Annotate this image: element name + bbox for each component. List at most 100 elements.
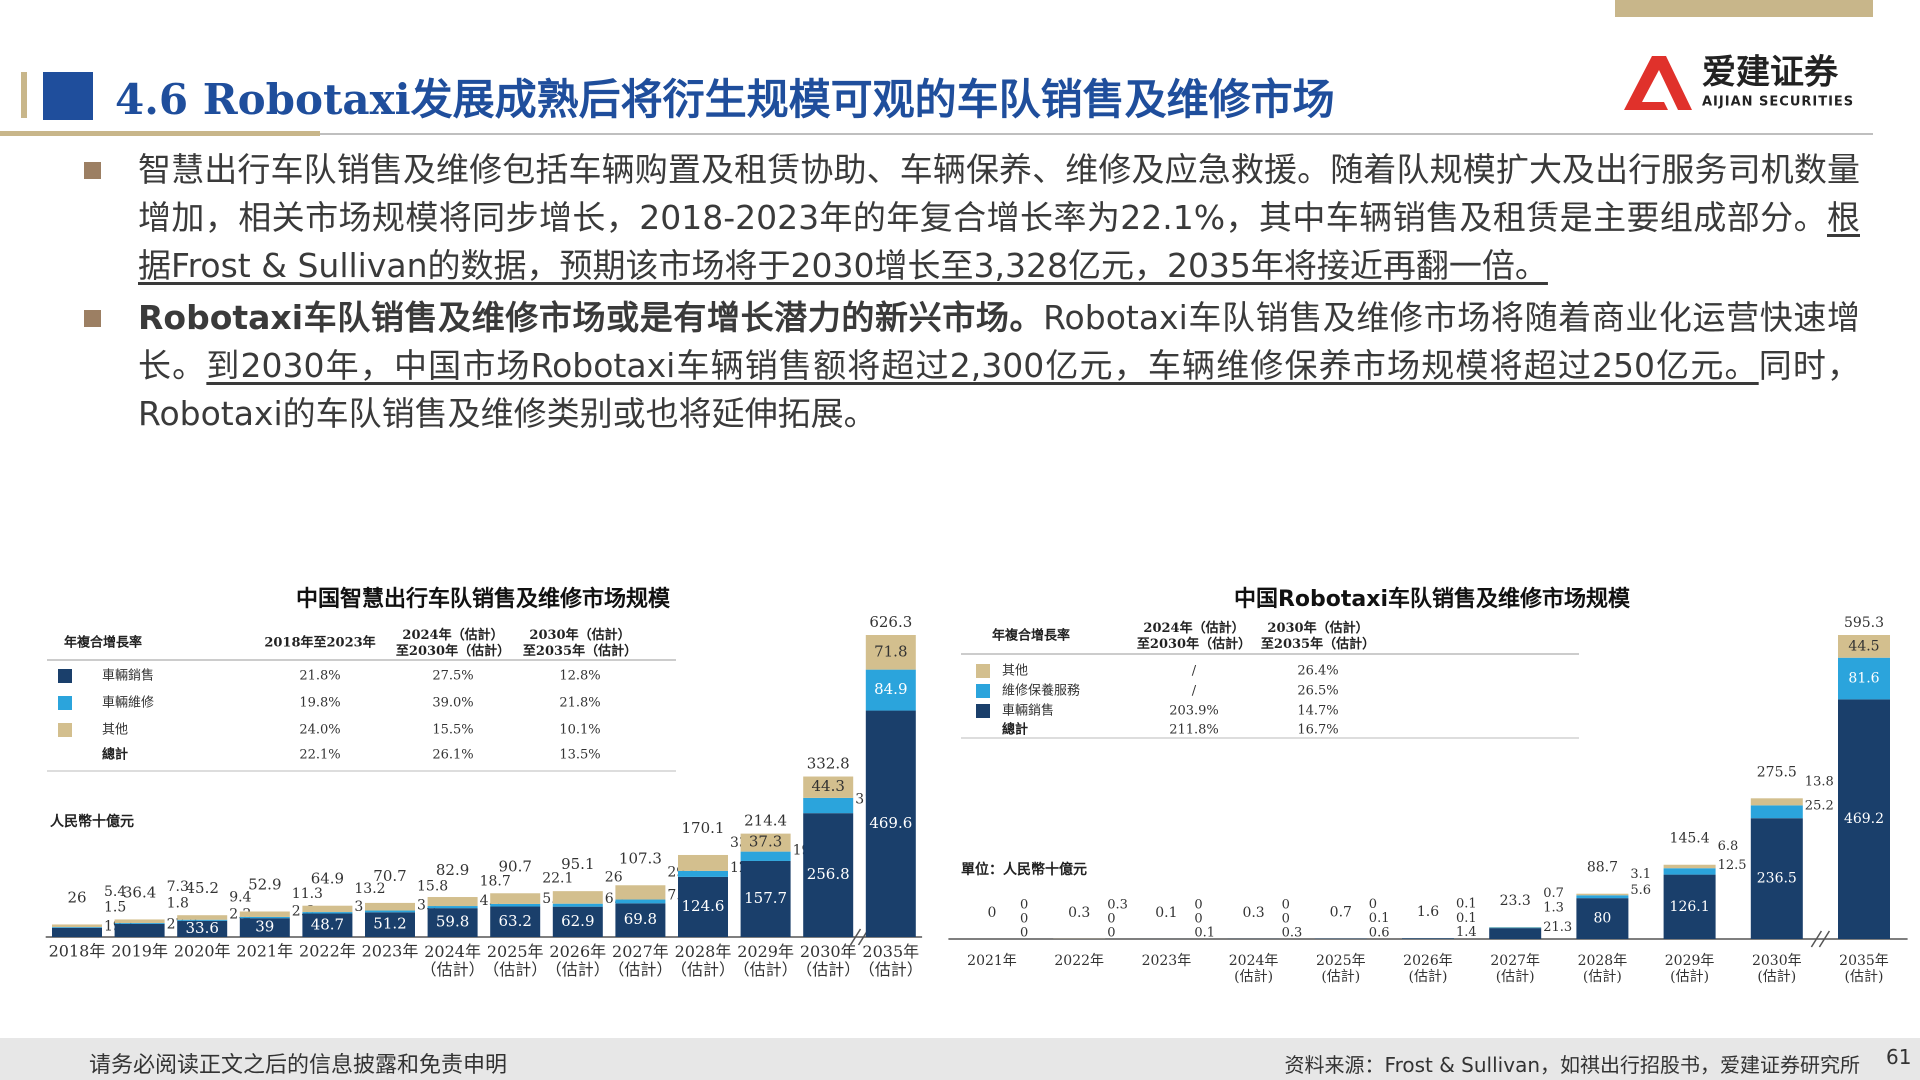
data-label: 0 xyxy=(1282,897,1290,912)
x-tick-label: 2030年(估計) xyxy=(1752,953,1802,985)
data-label: 25.2 xyxy=(1805,798,1834,813)
legend-label: 維修保養服務 xyxy=(1002,683,1080,699)
data-label: 1.5 xyxy=(104,899,126,915)
bullet-text: Robotaxi车队销售及维修市场将随着商业化运营快速增长。 xyxy=(138,298,1860,385)
bar-segment xyxy=(177,920,228,937)
bar-segment xyxy=(1838,657,1890,700)
x-tick-label: 2030年（估計） xyxy=(796,942,860,979)
data-label: 7.3 xyxy=(167,879,189,895)
x-tick-label: 2028年(估計) xyxy=(1578,953,1628,985)
top-bar xyxy=(1615,0,1873,17)
title-block xyxy=(43,72,93,120)
x-tick-label: 2021年 xyxy=(236,942,293,961)
total-label: 170.1 xyxy=(682,819,725,837)
bar-segment xyxy=(1402,938,1454,939)
bar-segment xyxy=(615,903,666,937)
bullet: Robotaxi车队销售及维修市场或是有增长潜力的新兴市场。Robotaxi车队… xyxy=(84,294,1860,438)
table-total-name: 總計 xyxy=(102,747,128,763)
legend-swatch xyxy=(976,664,990,678)
x-tick-label: 2026年（估計） xyxy=(546,942,610,979)
x-tick-label: 2018年 xyxy=(49,942,106,961)
legend-label: 其他 xyxy=(1002,664,1028,679)
table-header: 2030年（估計）至2035年（估計） xyxy=(523,627,637,659)
disclaimer: 请务必阅读正文之后的信息披露和免责申明 xyxy=(89,1053,508,1078)
bullet-text: 智慧出行车队销售及维修包括车辆购置及租赁协助、车辆保养、维修及应急救援。随着队规… xyxy=(138,150,1860,237)
bar-segment xyxy=(1750,805,1803,819)
data-label: 0.3 xyxy=(1107,897,1128,912)
bar-segment xyxy=(678,870,728,877)
axis-break xyxy=(849,928,862,946)
data-label: 0 xyxy=(1194,897,1202,912)
data-label: 44.5 xyxy=(1848,638,1879,654)
total-label: 275.5 xyxy=(1757,764,1797,780)
bar-segment xyxy=(1576,898,1629,939)
table-cell: 12.8% xyxy=(559,669,600,684)
bar-segment xyxy=(239,918,290,937)
total-label: 23.3 xyxy=(1500,893,1531,909)
bar-segment xyxy=(552,891,603,904)
data-label: 0 xyxy=(1369,897,1377,912)
total-label: 0 xyxy=(988,905,997,921)
x-tick-label: 2021年 xyxy=(967,953,1017,969)
source: 资料来源：Frost & Sullivan，如祺出行招股书，爱建证券研究所 xyxy=(1284,1053,1860,1077)
legend-swatch xyxy=(976,684,990,698)
legend-label: 車輛銷售 xyxy=(102,668,154,684)
unit-label: 單位：人民幣十億元 xyxy=(961,861,1087,878)
bar-segment xyxy=(740,851,791,861)
table-cell: 26.5% xyxy=(1297,684,1338,699)
bar-segment xyxy=(678,876,728,937)
table-header: 2024年（估計）至2030年（估計） xyxy=(1137,620,1251,652)
legend-label: 其他 xyxy=(102,723,128,738)
data-label: 26 xyxy=(605,869,623,885)
bar-segment xyxy=(239,916,290,919)
x-tick-label: 2022年 xyxy=(299,942,356,961)
axis-break xyxy=(1810,930,1823,948)
data-label: 81.6 xyxy=(1848,671,1879,687)
total-label: 1.6 xyxy=(1417,904,1439,920)
bar-segment xyxy=(114,919,165,923)
data-label: 5.4 xyxy=(104,884,126,900)
total-label: 214.4 xyxy=(744,812,787,830)
data-label: 12.5 xyxy=(1718,858,1747,873)
data-label: 0.1 xyxy=(1369,911,1390,926)
table-cell: 22.1% xyxy=(299,748,340,763)
x-tick-label: 2026年(估計) xyxy=(1403,953,1453,985)
table-cell: / xyxy=(1192,684,1197,699)
bar-segment xyxy=(114,923,165,937)
data-label: 13.8 xyxy=(1805,774,1834,789)
x-tick-label: 2020年 xyxy=(174,942,231,961)
footer-band xyxy=(0,1038,1920,1080)
table-header: 2018年至2023年 xyxy=(264,635,375,651)
legend-swatch xyxy=(58,669,72,683)
x-tick-label: 2025年（估計） xyxy=(483,942,547,979)
legend-swatch xyxy=(58,696,72,710)
data-label: 3.1 xyxy=(1630,867,1651,882)
legend-label: 車輛銷售 xyxy=(1002,703,1054,719)
bar-segment xyxy=(52,924,102,928)
table-cell: / xyxy=(1192,664,1197,679)
bar-segment xyxy=(1750,798,1803,806)
bar-segment xyxy=(1838,699,1890,939)
unit-label: 人民幣十億元 xyxy=(50,813,134,830)
rule xyxy=(320,133,1873,135)
data-label: 51.2 xyxy=(373,915,406,933)
x-tick-label: 2022年 xyxy=(1054,953,1104,969)
data-label: 0.3 xyxy=(1282,925,1303,940)
x-tick-label: 2023年 xyxy=(362,942,419,961)
data-label: 44.3 xyxy=(811,777,844,795)
total-label: 26 xyxy=(67,888,86,906)
bullet-text: 到2030年，中国市场Robotaxi车辆销售额将超过2,300亿元，车辆维修保… xyxy=(206,346,1759,385)
total-label: 145.4 xyxy=(1670,831,1710,847)
data-label: 39 xyxy=(255,918,274,936)
bar-segment xyxy=(1576,895,1629,899)
x-tick-label: 2019年 xyxy=(111,942,168,961)
bar-segment xyxy=(552,903,603,907)
charts: 中国智慧出行车队销售及维修市场规模2018年19.11.55.4262019年2… xyxy=(45,586,1908,985)
data-label: 22.1 xyxy=(542,871,573,887)
x-tick-label: 2024年(估計) xyxy=(1229,953,1279,985)
bar-segment xyxy=(490,906,541,937)
total-label: 90.7 xyxy=(498,857,531,875)
table-header: 年複合增長率 xyxy=(992,628,1070,644)
bar-segment xyxy=(1489,928,1542,939)
